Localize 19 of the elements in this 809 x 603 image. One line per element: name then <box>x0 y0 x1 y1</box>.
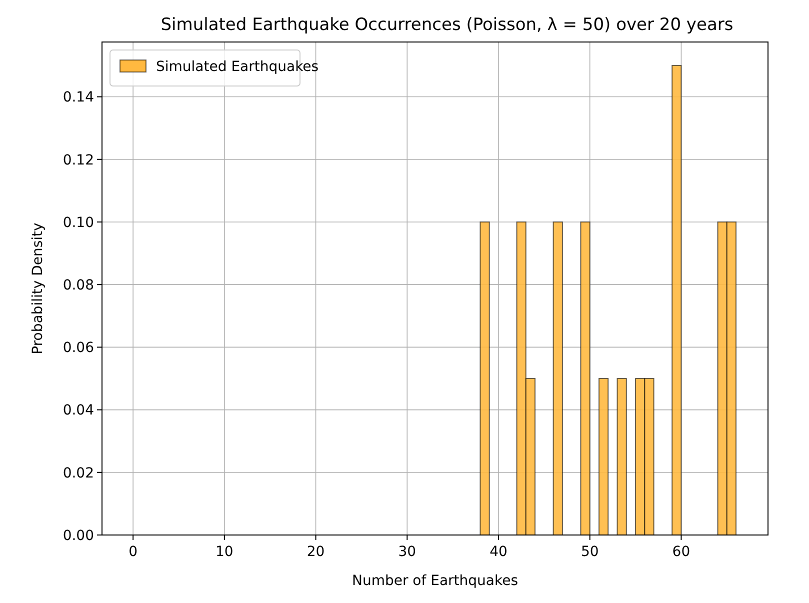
y-tick-label: 0.02 <box>62 465 94 482</box>
x-tick-label: 40 <box>490 544 508 560</box>
x-tick-label: 60 <box>672 544 690 560</box>
y-tick-label: 0.06 <box>62 340 94 356</box>
y-tick-label: 0.08 <box>62 277 94 294</box>
y-axis-title: Probability Density <box>30 222 46 354</box>
x-tick-label: 30 <box>398 544 416 560</box>
x-tick-label: 0 <box>128 544 138 560</box>
x-axis-title: Number of Earthquakes <box>352 573 518 589</box>
y-tick-label: 0.12 <box>62 152 94 168</box>
x-tick-label: 20 <box>306 544 325 560</box>
y-tick-label: 0.00 <box>62 528 94 544</box>
y-tick-label: 0.14 <box>62 90 94 106</box>
y-tick-label: 0.10 <box>62 214 94 231</box>
legend-label: Simulated Earthquakes <box>156 59 319 75</box>
chart-title: Simulated Earthquake Occurrences (Poisson, λ = 50) over 20 years <box>160 15 734 35</box>
y-tick-label: 0.04 <box>62 402 94 419</box>
x-tick-label: 10 <box>216 544 234 560</box>
x-tick-label: 50 <box>580 544 599 560</box>
